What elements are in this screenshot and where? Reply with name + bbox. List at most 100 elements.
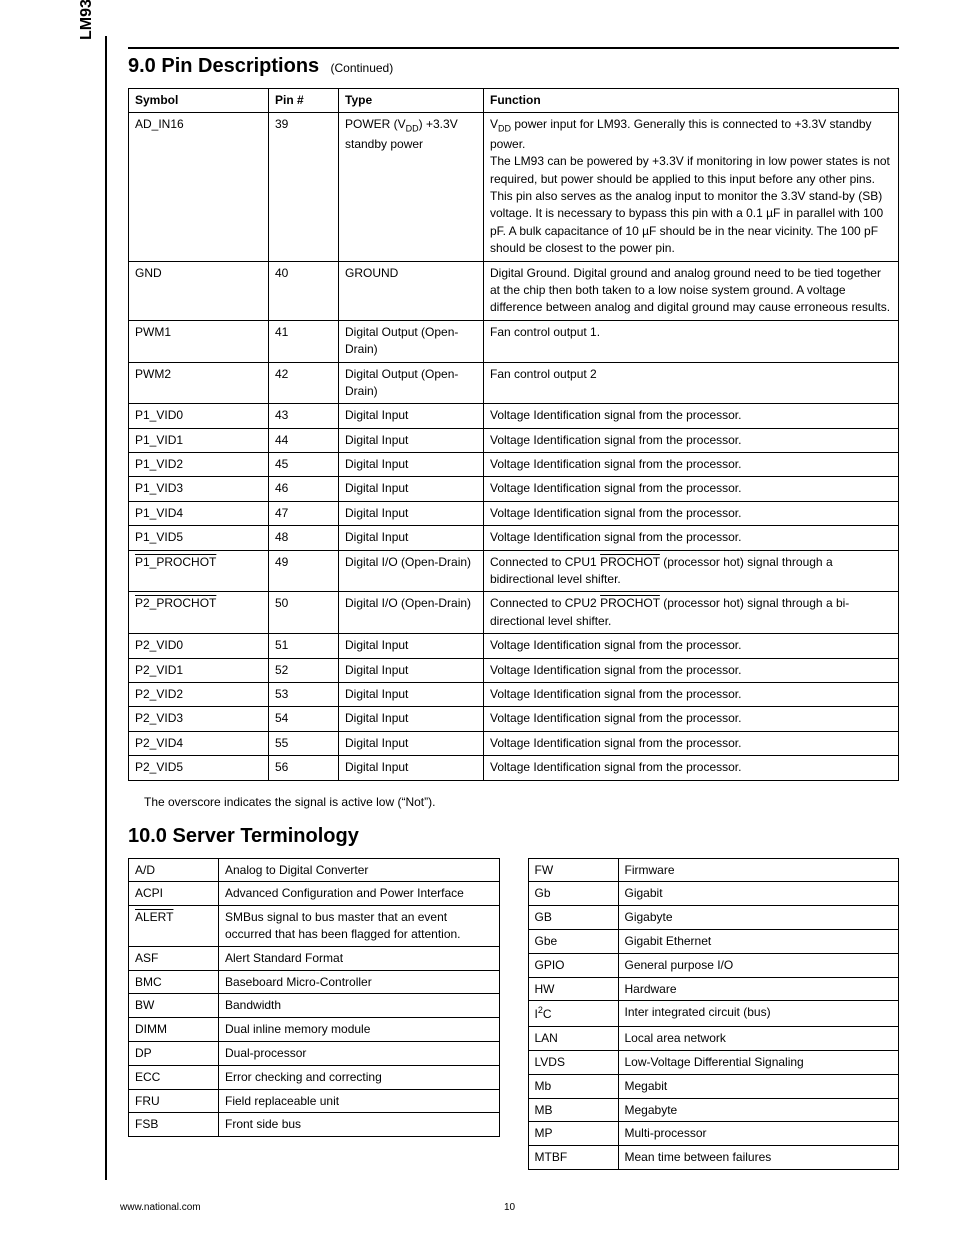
pin-cell-function: Digital Ground. Digital ground and analo… bbox=[484, 261, 899, 320]
content: 9.0 Pin Descriptions (Continued) Symbol … bbox=[110, 35, 899, 1170]
pin-cell-type: Digital I/O (Open-Drain) bbox=[339, 550, 484, 592]
pin-table-row: PWM141Digital Output (Open-Drain)Fan con… bbox=[129, 320, 899, 362]
pin-cell-pin: 51 bbox=[269, 634, 339, 658]
terminology-table-right: FWFirmwareGbGigabitGBGigabyteGbeGigabit … bbox=[528, 858, 900, 1170]
terminology-table-left: A/DAnalog to Digital ConverterACPIAdvanc… bbox=[128, 858, 500, 1138]
pin-cell-pin: 47 bbox=[269, 501, 339, 525]
pin-cell-symbol: P2_VID3 bbox=[129, 707, 269, 731]
term-cell-def: Baseboard Micro-Controller bbox=[219, 970, 500, 994]
term-cell-abbr: MTBF bbox=[528, 1146, 618, 1170]
pin-cell-function: Voltage Identification signal from the p… bbox=[484, 658, 899, 682]
pin-table-row: P1_PROCHOT49Digital I/O (Open-Drain)Conn… bbox=[129, 550, 899, 592]
term-row: MPMulti-processor bbox=[528, 1122, 899, 1146]
term-cell-def: Inter integrated circuit (bus) bbox=[618, 1001, 899, 1027]
pin-cell-pin: 49 bbox=[269, 550, 339, 592]
footer-url: www.national.com bbox=[120, 1202, 201, 1213]
term-cell-abbr: ALERT bbox=[129, 906, 219, 947]
pin-cell-function: Voltage Identification signal from the p… bbox=[484, 634, 899, 658]
pin-table-row: P2_VID051Digital InputVoltage Identifica… bbox=[129, 634, 899, 658]
term-cell-abbr: Gbe bbox=[528, 929, 618, 953]
term-row: MbMegabit bbox=[528, 1074, 899, 1098]
pin-cell-symbol: P1_VID3 bbox=[129, 477, 269, 501]
pin-cell-function: Voltage Identification signal from the p… bbox=[484, 404, 899, 428]
term-cell-abbr: BW bbox=[129, 994, 219, 1018]
term-row: DIMMDual inline memory module bbox=[129, 1018, 500, 1042]
pin-table-row: P2_VID354Digital InputVoltage Identifica… bbox=[129, 707, 899, 731]
pin-cell-symbol: P1_VID2 bbox=[129, 453, 269, 477]
term-row: GbeGigabit Ethernet bbox=[528, 929, 899, 953]
term-cell-abbr: ECC bbox=[129, 1065, 219, 1089]
term-cell-def: General purpose I/O bbox=[618, 953, 899, 977]
pin-cell-symbol: P1_VID5 bbox=[129, 526, 269, 550]
pin-cell-type: Digital Input bbox=[339, 404, 484, 428]
pin-cell-symbol: P2_VID1 bbox=[129, 658, 269, 682]
pin-table-row: P1_VID346Digital InputVoltage Identifica… bbox=[129, 477, 899, 501]
pin-cell-type: GROUND bbox=[339, 261, 484, 320]
term-row: ALERTSMBus signal to bus master that an … bbox=[129, 906, 500, 947]
term-cell-def: Hardware bbox=[618, 977, 899, 1001]
term-cell-def: Bandwidth bbox=[219, 994, 500, 1018]
rule-left bbox=[105, 36, 107, 1180]
term-cell-abbr: FSB bbox=[129, 1113, 219, 1137]
overscore-note: The overscore indicates the signal is ac… bbox=[144, 795, 899, 809]
term-row: I2CInter integrated circuit (bus) bbox=[528, 1001, 899, 1027]
term-cell-abbr: ACPI bbox=[129, 882, 219, 906]
pin-th-symbol: Symbol bbox=[129, 89, 269, 113]
pin-table-row: P1_VID447Digital InputVoltage Identifica… bbox=[129, 501, 899, 525]
pin-cell-symbol: PWM1 bbox=[129, 320, 269, 362]
term-cell-def: Firmware bbox=[618, 858, 899, 882]
pin-cell-function: Voltage Identification signal from the p… bbox=[484, 501, 899, 525]
term-cell-def: Megabyte bbox=[618, 1098, 899, 1122]
pin-cell-function: Connected to CPU1 PROCHOT (processor hot… bbox=[484, 550, 899, 592]
term-row: FRUField replaceable unit bbox=[129, 1089, 500, 1113]
term-cell-def: Front side bus bbox=[219, 1113, 500, 1137]
term-cell-def: SMBus signal to bus master that an event… bbox=[219, 906, 500, 947]
pin-cell-function: Voltage Identification signal from the p… bbox=[484, 428, 899, 452]
pin-cell-pin: 42 bbox=[269, 362, 339, 404]
term-cell-abbr: A/D bbox=[129, 858, 219, 882]
term-cell-def: Low-Voltage Differential Signaling bbox=[618, 1050, 899, 1074]
term-cell-def: Dual inline memory module bbox=[219, 1018, 500, 1042]
pin-cell-symbol: P2_PROCHOT bbox=[129, 592, 269, 634]
pin-cell-function: Voltage Identification signal from the p… bbox=[484, 453, 899, 477]
term-cell-abbr: LVDS bbox=[528, 1050, 618, 1074]
section-9-title: 9.0 Pin Descriptions bbox=[128, 55, 319, 78]
footer: www.national.com 10 bbox=[120, 1202, 899, 1213]
pin-table-row: P2_VID556Digital InputVoltage Identifica… bbox=[129, 756, 899, 780]
pin-table-row: P1_VID043Digital InputVoltage Identifica… bbox=[129, 404, 899, 428]
pin-table: Symbol Pin # Type Function AD_IN1639POWE… bbox=[128, 88, 899, 781]
pin-table-row: P2_PROCHOT50Digital I/O (Open-Drain)Conn… bbox=[129, 592, 899, 634]
term-row: MTBFMean time between failures bbox=[528, 1146, 899, 1170]
term-row: GPIOGeneral purpose I/O bbox=[528, 953, 899, 977]
term-cell-abbr: FRU bbox=[129, 1089, 219, 1113]
term-cell-def: Dual-processor bbox=[219, 1041, 500, 1065]
pin-cell-function: Fan control output 1. bbox=[484, 320, 899, 362]
pin-cell-symbol: P2_VID4 bbox=[129, 731, 269, 755]
term-cell-abbr: Gb bbox=[528, 882, 618, 906]
term-row: BMCBaseboard Micro-Controller bbox=[129, 970, 500, 994]
pin-table-row: P2_VID455Digital InputVoltage Identifica… bbox=[129, 731, 899, 755]
term-cell-abbr: ASF bbox=[129, 946, 219, 970]
pin-cell-type: Digital I/O (Open-Drain) bbox=[339, 592, 484, 634]
term-cell-def: Gigabyte bbox=[618, 906, 899, 930]
pin-cell-type: Digital Input bbox=[339, 453, 484, 477]
pin-cell-type: Digital Input bbox=[339, 428, 484, 452]
term-row: FSBFront side bus bbox=[129, 1113, 500, 1137]
side-label: LM93 bbox=[78, 0, 96, 40]
pin-cell-function: Voltage Identification signal from the p… bbox=[484, 682, 899, 706]
term-cell-abbr: DIMM bbox=[129, 1018, 219, 1042]
pin-cell-type: Digital Input bbox=[339, 756, 484, 780]
term-row: ECCError checking and correcting bbox=[129, 1065, 500, 1089]
pin-cell-function: VDD power input for LM93. Generally this… bbox=[484, 113, 899, 261]
term-cell-def: Field replaceable unit bbox=[219, 1089, 500, 1113]
pin-cell-function: Connected to CPU2 PROCHOT (processor hot… bbox=[484, 592, 899, 634]
pin-cell-function: Voltage Identification signal from the p… bbox=[484, 707, 899, 731]
term-row: FWFirmware bbox=[528, 858, 899, 882]
term-cell-def: Local area network bbox=[618, 1027, 899, 1051]
term-cell-def: Alert Standard Format bbox=[219, 946, 500, 970]
term-cell-abbr: BMC bbox=[129, 970, 219, 994]
pin-table-row: GND40GROUNDDigital Ground. Digital groun… bbox=[129, 261, 899, 320]
pin-cell-symbol: P1_PROCHOT bbox=[129, 550, 269, 592]
term-cell-def: Gigabit bbox=[618, 882, 899, 906]
section-10-title: 10.0 Server Terminology bbox=[128, 825, 359, 848]
